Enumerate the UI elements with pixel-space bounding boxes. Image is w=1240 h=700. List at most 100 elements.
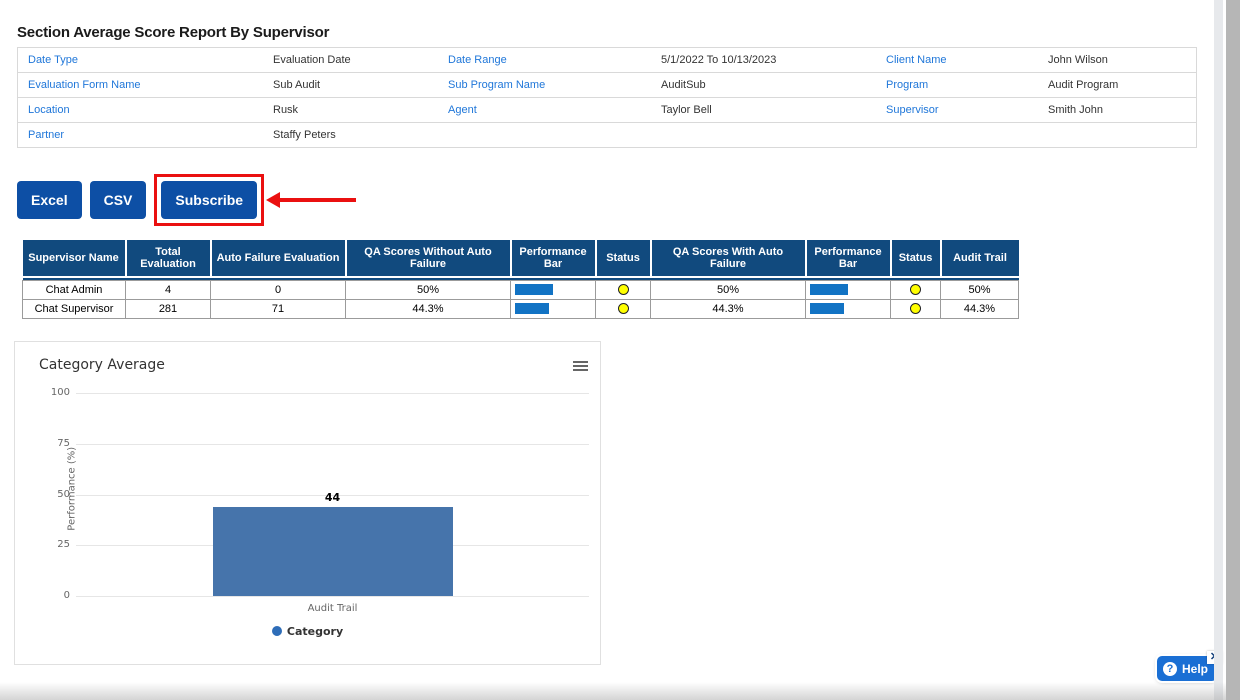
cell-status bbox=[891, 280, 941, 299]
category-average-chart-card: Category Average 100 75 50 25 0 Performa… bbox=[14, 341, 601, 665]
filter-label-date-range[interactable]: Date Range bbox=[438, 50, 651, 70]
filter-label-program[interactable]: Program bbox=[876, 75, 1038, 95]
y-axis-tick: 100 bbox=[30, 387, 70, 398]
chart-plot-area: 100 75 50 25 0 Performance (%) 44 bbox=[76, 393, 589, 596]
filter-value-client-name: John Wilson bbox=[1038, 50, 1196, 70]
supervisor-score-table: Supervisor Name Total Evaluation Auto Fa… bbox=[22, 240, 1019, 319]
filter-value-agent: Taylor Bell bbox=[651, 100, 876, 120]
col-header-qa-scores-with-auto-failure: QA Scores With Auto Failure bbox=[651, 240, 806, 277]
filter-value-partner: Staffy Peters bbox=[263, 125, 438, 145]
excel-button[interactable]: Excel bbox=[17, 181, 82, 219]
cell-qa-without: 44.3% bbox=[346, 299, 511, 318]
cell-performance-bar bbox=[806, 280, 891, 299]
cell-performance-bar bbox=[511, 299, 596, 318]
report-filter-summary: Date Type Evaluation Date Date Range 5/1… bbox=[17, 47, 1197, 148]
filter-empty-cell bbox=[876, 131, 1038, 139]
filter-value-program: Audit Program bbox=[1038, 75, 1196, 95]
y-axis-tick: 75 bbox=[30, 438, 70, 449]
status-indicator-yellow bbox=[618, 303, 629, 314]
x-axis-category-label: Audit Trail bbox=[76, 603, 589, 614]
filter-label-agent[interactable]: Agent bbox=[438, 100, 651, 120]
legend-marker-icon bbox=[272, 626, 282, 636]
bar-value-label: 44 bbox=[325, 491, 340, 504]
cell-performance-bar bbox=[806, 299, 891, 318]
filter-row: Date Type Evaluation Date Date Range 5/1… bbox=[18, 48, 1196, 73]
help-label: Help bbox=[1182, 662, 1208, 676]
filter-value-evaluation-form-name: Sub Audit bbox=[263, 75, 438, 95]
performance-bar bbox=[810, 284, 848, 295]
filter-label-partner[interactable]: Partner bbox=[18, 125, 263, 145]
cell-supervisor-name: Chat Supervisor bbox=[23, 299, 126, 318]
cell-total-evaluation: 4 bbox=[126, 280, 211, 299]
cell-status bbox=[891, 299, 941, 318]
col-header-qa-scores-without-auto-failure: QA Scores Without Auto Failure bbox=[346, 240, 511, 277]
cell-audit-trail: 44.3% bbox=[941, 299, 1019, 318]
browser-scrollbar[interactable] bbox=[1226, 0, 1240, 700]
filter-label-supervisor[interactable]: Supervisor bbox=[876, 100, 1038, 120]
col-header-audit-trail: Audit Trail bbox=[941, 240, 1019, 277]
chart-bar-audit-trail[interactable]: 44 bbox=[213, 507, 453, 596]
filter-row: Evaluation Form Name Sub Audit Sub Progr… bbox=[18, 73, 1196, 98]
col-header-performance-bar-1: Performance Bar bbox=[511, 240, 596, 277]
inner-scrollbar-track[interactable] bbox=[1214, 0, 1223, 700]
cell-auto-failure-evaluation: 0 bbox=[211, 280, 346, 299]
col-header-status-1: Status bbox=[596, 240, 651, 277]
cell-qa-without: 50% bbox=[346, 280, 511, 299]
chart-legend[interactable]: Category bbox=[15, 625, 600, 638]
col-header-status-2: Status bbox=[891, 240, 941, 277]
annotation-highlight-box: Subscribe bbox=[154, 174, 264, 226]
performance-bar bbox=[515, 284, 553, 295]
filter-label-client-name[interactable]: Client Name bbox=[876, 50, 1038, 70]
filter-value-sub-program-name: AuditSub bbox=[651, 75, 876, 95]
cell-total-evaluation: 281 bbox=[126, 299, 211, 318]
cell-qa-with: 44.3% bbox=[651, 299, 806, 318]
filter-value-location: Rusk bbox=[263, 100, 438, 120]
bottom-shadow bbox=[0, 682, 1226, 700]
filter-empty-cell bbox=[651, 131, 876, 139]
filter-empty-cell bbox=[1038, 131, 1196, 139]
status-indicator-yellow bbox=[910, 284, 921, 295]
filter-label-location[interactable]: Location bbox=[18, 100, 263, 120]
filter-value-supervisor: Smith John bbox=[1038, 100, 1196, 120]
col-header-total-evaluation: Total Evaluation bbox=[126, 240, 211, 277]
y-axis-title: Performance (%) bbox=[66, 446, 77, 530]
filter-label-evaluation-form-name[interactable]: Evaluation Form Name bbox=[18, 75, 263, 95]
chart-context-menu-icon[interactable] bbox=[573, 361, 588, 373]
cell-qa-with: 50% bbox=[651, 280, 806, 299]
cell-performance-bar bbox=[511, 280, 596, 299]
filter-row: Partner Staffy Peters bbox=[18, 123, 1196, 148]
y-axis-tick: 0 bbox=[30, 590, 70, 601]
filter-label-date-type[interactable]: Date Type bbox=[18, 50, 263, 70]
page-title: Section Average Score Report By Supervis… bbox=[17, 24, 329, 41]
performance-bar bbox=[810, 303, 844, 314]
csv-button[interactable]: CSV bbox=[90, 181, 147, 219]
cell-status bbox=[596, 280, 651, 299]
question-mark-icon: ? bbox=[1163, 662, 1177, 676]
filter-value-date-range: 5/1/2022 To 10/13/2023 bbox=[651, 50, 876, 70]
col-header-performance-bar-2: Performance Bar bbox=[806, 240, 891, 277]
gridline bbox=[76, 393, 589, 394]
cell-supervisor-name: Chat Admin bbox=[23, 280, 126, 299]
y-axis-tick: 50 bbox=[30, 489, 70, 500]
filter-empty-cell bbox=[438, 131, 651, 139]
filter-row: Location Rusk Agent Taylor Bell Supervis… bbox=[18, 98, 1196, 123]
table-row: Chat Admin 4 0 50% 50% 50% bbox=[23, 280, 1019, 299]
legend-label: Category bbox=[287, 625, 343, 638]
col-header-supervisor-name: Supervisor Name bbox=[23, 240, 126, 277]
arrow-shaft bbox=[278, 198, 356, 202]
filter-value-date-type: Evaluation Date bbox=[263, 50, 438, 70]
export-toolbar: Excel CSV Subscribe bbox=[17, 176, 358, 224]
filter-label-sub-program-name[interactable]: Sub Program Name bbox=[438, 75, 651, 95]
cell-auto-failure-evaluation: 71 bbox=[211, 299, 346, 318]
annotation-arrow bbox=[266, 192, 358, 208]
table-header-row: Supervisor Name Total Evaluation Auto Fa… bbox=[23, 240, 1019, 277]
gridline bbox=[76, 596, 589, 597]
cell-status bbox=[596, 299, 651, 318]
col-header-auto-failure-evaluation: Auto Failure Evaluation bbox=[211, 240, 346, 277]
y-axis-tick: 25 bbox=[30, 539, 70, 550]
cell-audit-trail: 50% bbox=[941, 280, 1019, 299]
performance-bar bbox=[515, 303, 549, 314]
subscribe-button[interactable]: Subscribe bbox=[161, 181, 257, 219]
table-row: Chat Supervisor 281 71 44.3% 44.3% 44.3% bbox=[23, 299, 1019, 318]
status-indicator-yellow bbox=[618, 284, 629, 295]
